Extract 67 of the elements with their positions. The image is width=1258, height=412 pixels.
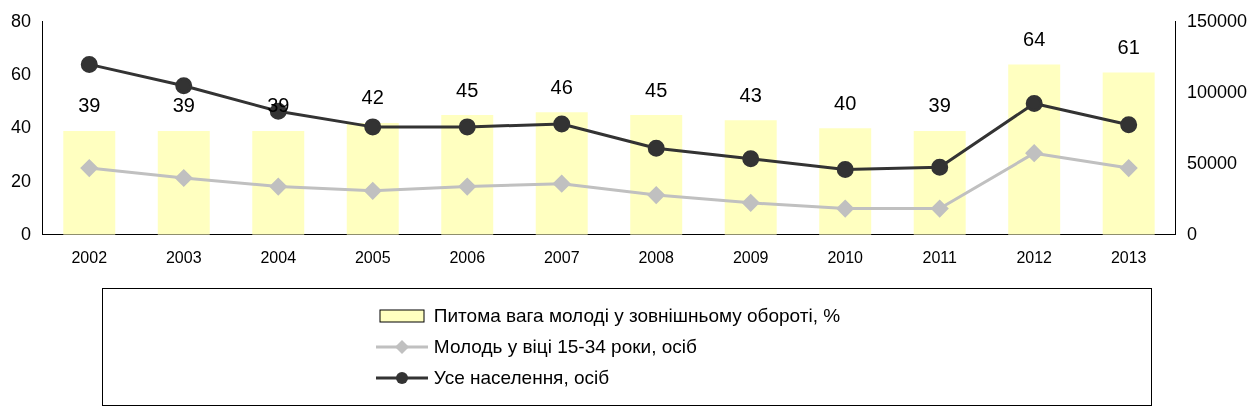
point	[269, 178, 287, 196]
y-tick-label: 40	[10, 117, 32, 138]
point	[1025, 94, 1043, 112]
x-tick-label: 2005	[354, 248, 391, 266]
data-label: 43	[739, 83, 762, 106]
point	[80, 159, 98, 177]
point	[931, 200, 949, 218]
x-tick-label: 2006	[449, 248, 486, 266]
point	[364, 182, 382, 200]
x-tick-label: 2007	[543, 248, 580, 266]
data-label: 45	[645, 78, 668, 101]
bar	[1102, 72, 1155, 235]
x-tick-label: 2013	[1110, 248, 1147, 266]
x-tick-label: 2008	[638, 248, 675, 266]
data-label: 39	[928, 94, 951, 117]
data-label: 39	[78, 94, 101, 117]
y2-tick-label: 50000	[1186, 152, 1237, 173]
point	[931, 158, 949, 176]
bar	[157, 130, 210, 235]
y2-tick-label: 100000	[1186, 81, 1248, 102]
x-tick-label: 2009	[732, 248, 769, 266]
data-label: 46	[550, 75, 573, 98]
point	[458, 178, 476, 196]
x-tick-label: 2004	[260, 248, 297, 266]
data-label: 40	[834, 91, 857, 114]
data-label: 42	[361, 86, 384, 109]
x-tick-label: 2002	[71, 248, 108, 266]
x-tick-label: 2003	[165, 248, 202, 266]
x-tick-label: 2010	[827, 248, 864, 266]
point	[80, 55, 98, 73]
bar	[535, 112, 588, 235]
bar	[63, 130, 116, 235]
legend-label: Усе населення, осіб	[433, 367, 610, 389]
x-tick-label: 2011	[922, 248, 958, 266]
x-tick-label: 2012	[1016, 248, 1053, 266]
point	[647, 186, 665, 204]
bar	[252, 130, 305, 235]
point	[175, 77, 193, 95]
point	[553, 115, 571, 133]
legend-label: Молодь у віці 15-34 роки, осіб	[433, 336, 697, 358]
bar	[346, 122, 399, 235]
bar	[630, 114, 683, 235]
point	[742, 194, 760, 212]
point	[836, 160, 854, 178]
point	[364, 118, 382, 136]
bar	[1008, 64, 1061, 235]
point	[1120, 116, 1138, 134]
y-tick-label: 80	[10, 10, 32, 31]
y2-tick-label: 150000	[1186, 10, 1248, 31]
point	[1120, 159, 1138, 177]
y-tick-label: 20	[10, 170, 32, 191]
point	[175, 169, 193, 187]
y2-tick-label: 0	[1186, 223, 1197, 244]
data-label: 64	[1023, 27, 1046, 50]
point	[553, 175, 571, 193]
point	[836, 200, 854, 218]
data-label: 39	[172, 94, 195, 117]
point	[458, 118, 476, 136]
y-tick-label: 60	[10, 64, 32, 85]
data-label: 61	[1117, 35, 1140, 58]
point	[742, 150, 760, 168]
legend-label: Питома вага молоді у зовнішньому обороті, %	[433, 305, 841, 327]
point	[647, 139, 665, 157]
y-tick-label: 0	[21, 223, 32, 244]
bar	[441, 114, 494, 235]
data-label: 45	[456, 78, 479, 101]
point	[1025, 144, 1043, 162]
